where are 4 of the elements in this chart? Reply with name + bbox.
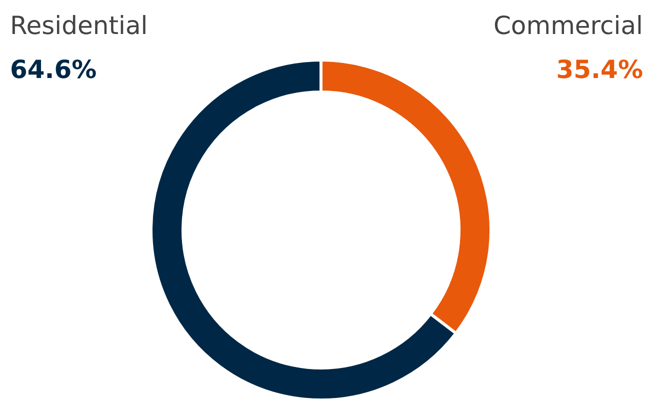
data-label: 35.4% — [556, 55, 643, 84]
data-label: 64.6% — [10, 55, 97, 84]
slice-label: Residential — [10, 11, 148, 40]
slice-label: Commercial — [493, 11, 643, 40]
